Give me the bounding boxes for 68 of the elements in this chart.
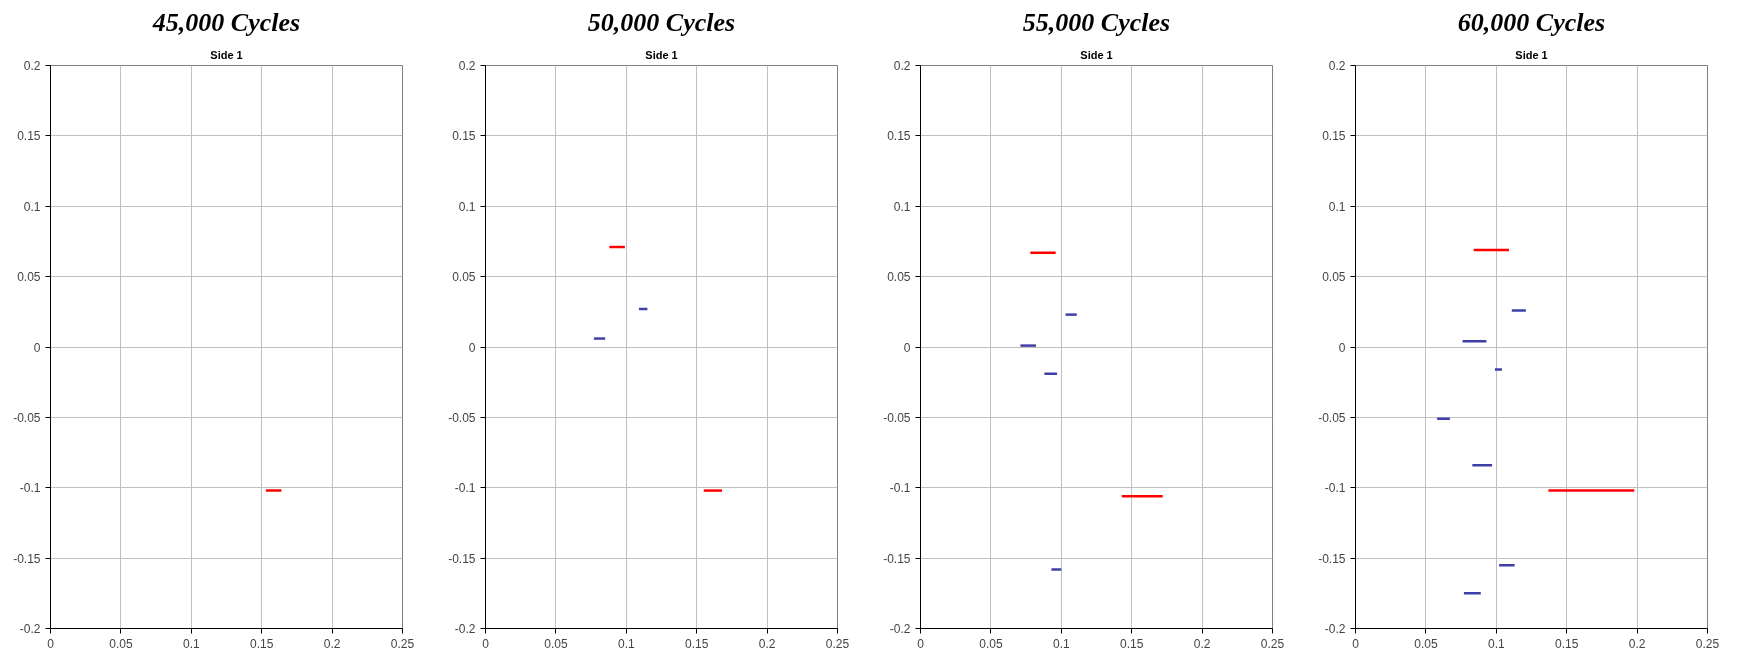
y-tick-label: 0.15 (887, 129, 911, 144)
x-tick-label: 0.1 (1052, 636, 1070, 651)
y-tick-label: 0 (468, 340, 476, 355)
x-tick-label: 0.15 (250, 636, 274, 651)
y-tick-label: 0.2 (1328, 59, 1346, 73)
y-tick-label: -0.2 (454, 622, 476, 636)
x-tick-label: 0 (917, 636, 925, 651)
y-tick-label: 0.05 (17, 270, 41, 285)
y-tick-label: 0.1 (458, 199, 476, 214)
x-tick-label: 0.05 (544, 636, 568, 651)
x-tick-label: 0.25 (1260, 636, 1285, 651)
y-tick-label: -0.15 (13, 551, 41, 566)
x-tick-label: 0 (1352, 636, 1360, 651)
y-tick-label: -0.2 (19, 622, 41, 636)
chart-subtitle: Side 1 (1080, 48, 1113, 61)
x-tick-label: 0.25 (390, 636, 415, 651)
x-tick-label: 0.25 (825, 636, 850, 651)
y-tick-label: 0.1 (1328, 199, 1346, 214)
y-tick-label: 0.15 (1322, 129, 1346, 144)
x-tick-label: 0.1 (1487, 636, 1505, 651)
x-tick-label: 0.05 (1414, 636, 1438, 651)
x-tick-label: 0 (47, 636, 55, 651)
y-tick-label: -0.1 (889, 481, 911, 496)
y-tick-label: -0.05 (448, 410, 476, 425)
y-tick-label: 0.2 (23, 59, 41, 73)
x-tick-label: 0.15 (1120, 636, 1144, 651)
y-tick-label: 0.2 (893, 59, 911, 73)
y-tick-label: -0.2 (889, 622, 911, 636)
y-tick-label: -0.1 (1324, 481, 1346, 496)
y-tick-label: 0 (1338, 340, 1346, 355)
y-tick-label: -0.1 (454, 481, 476, 496)
x-tick-label: 0.2 (1628, 636, 1646, 651)
y-tick-label: -0.15 (1318, 551, 1346, 566)
chart-title: 45,000 Cycles (151, 7, 301, 37)
y-tick-label: 0.15 (17, 129, 41, 144)
y-tick-label: 0.05 (887, 270, 911, 285)
x-tick-label: 0 (482, 636, 490, 651)
chart-title: 50,000 Cycles (587, 7, 736, 37)
y-tick-label: 0.1 (23, 199, 41, 214)
x-tick-label: 0.1 (617, 636, 635, 651)
y-tick-label: -0.15 (448, 551, 476, 566)
chart-title: 60,000 Cycles (1457, 7, 1606, 37)
y-tick-label: -0.2 (1324, 622, 1346, 636)
y-tick-label: -0.05 (1318, 410, 1346, 425)
y-tick-label: 0.05 (1322, 270, 1346, 285)
y-tick-label: 0.15 (452, 129, 476, 144)
chart-subtitle: Side 1 (1515, 48, 1548, 61)
x-tick-label: 0.05 (979, 636, 1003, 651)
y-tick-label: 0.2 (458, 59, 476, 73)
x-tick-label: 0.1 (182, 636, 200, 651)
chart-subtitle: Side 1 (645, 48, 678, 61)
x-tick-label: 0.15 (685, 636, 709, 651)
chart-subtitle: Side 1 (210, 48, 243, 61)
y-tick-label: -0.05 (883, 410, 911, 425)
x-tick-label: 0.15 (1555, 636, 1579, 651)
x-tick-label: 0.2 (758, 636, 776, 651)
chart-title: 55,000 Cycles (1022, 7, 1171, 37)
y-tick-label: 0.1 (893, 199, 911, 214)
y-tick-label: 0 (903, 340, 911, 355)
y-tick-label: 0.05 (452, 270, 476, 285)
x-tick-label: 0.2 (1193, 636, 1211, 651)
x-tick-label: 0.2 (323, 636, 341, 651)
y-tick-label: -0.15 (883, 551, 911, 566)
y-tick-label: 0 (33, 340, 41, 355)
x-tick-label: 0.05 (109, 636, 133, 651)
x-tick-label: 0.25 (1695, 636, 1720, 651)
y-tick-label: -0.05 (13, 410, 41, 425)
y-tick-label: -0.1 (19, 481, 41, 496)
